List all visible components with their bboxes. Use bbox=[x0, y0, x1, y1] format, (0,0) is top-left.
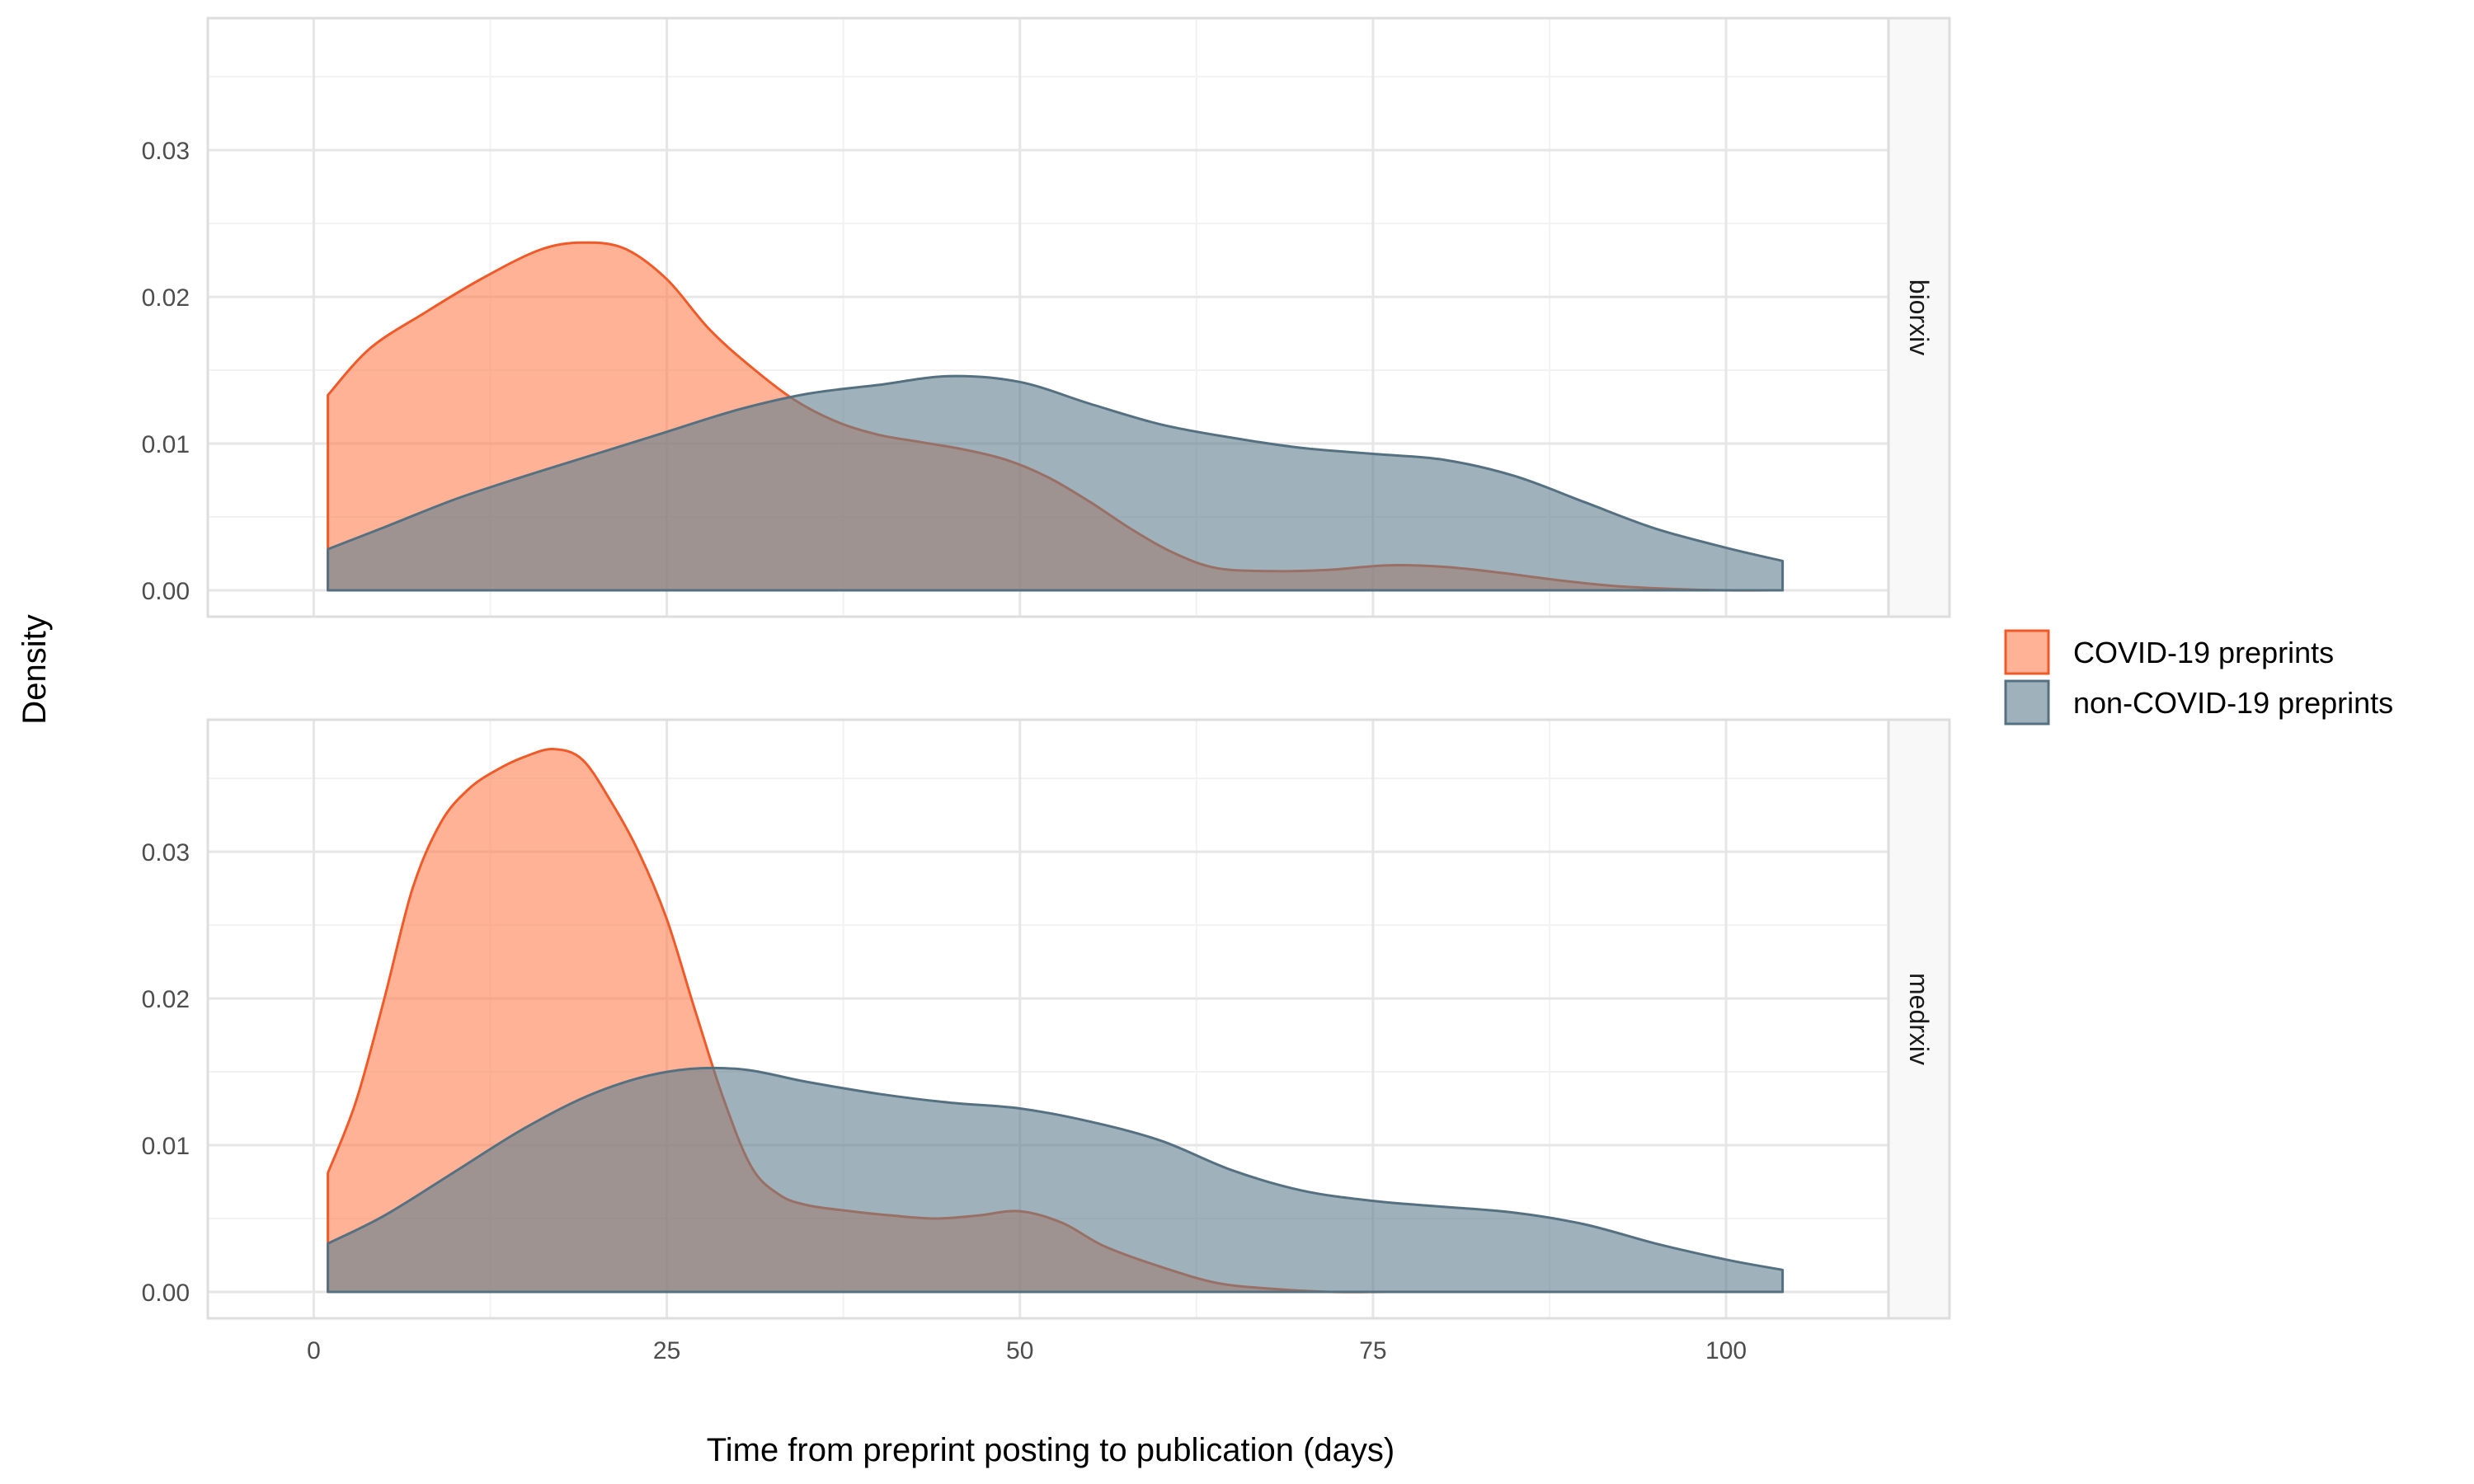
y-tick-label: 0.00 bbox=[142, 1280, 190, 1307]
legend-key-covid bbox=[2004, 629, 2050, 675]
facet-strip bbox=[1887, 16, 1951, 618]
legend-label-noncovid: non-COVID-19 preprints bbox=[2073, 686, 2393, 720]
y-tick-label: 0.03 bbox=[142, 839, 190, 866]
legend-label-covid: COVID-19 preprints bbox=[2073, 636, 2334, 669]
x-tick-label: 100 bbox=[1705, 1337, 1747, 1364]
x-tick-label: 50 bbox=[1006, 1337, 1033, 1364]
y-tick-label: 0.03 bbox=[142, 138, 190, 165]
y-tick-label: 0.01 bbox=[142, 431, 190, 458]
y-axis-title: Density bbox=[16, 614, 53, 724]
facet-panel-biorxiv: 0.00 0.01 0.02 0.03 biorxiv bbox=[142, 16, 1951, 618]
x-axis-ticks: 0 25 50 75 100 bbox=[307, 1337, 1747, 1364]
facet-strip-label: medrxiv bbox=[1904, 973, 1934, 1065]
facet-panels: 0.00 0.01 0.02 0.03 biorxiv 0.00 0.01 0.02 0.03 m… bbox=[142, 16, 1951, 1364]
x-axis-title: Time from preprint posting to publicatio… bbox=[707, 1432, 1395, 1468]
x-tick-label: 25 bbox=[653, 1337, 680, 1364]
facet-strip bbox=[1887, 718, 1951, 1320]
y-tick-label: 0.00 bbox=[142, 578, 190, 605]
y-tick-label: 0.01 bbox=[142, 1133, 190, 1160]
density-area-noncovid bbox=[327, 1066, 1785, 1294]
x-tick-label: 0 bbox=[307, 1337, 321, 1364]
legend: COVID-19 preprints non-COVID-19 preprints bbox=[2004, 629, 2393, 726]
x-tick-label: 75 bbox=[1359, 1337, 1386, 1364]
facet-panel-medrxiv: 0.00 0.01 0.02 0.03 medrxiv bbox=[142, 718, 1951, 1320]
facet-strip-label: biorxiv bbox=[1904, 279, 1934, 355]
legend-key-noncovid bbox=[2004, 679, 2050, 726]
y-tick-label: 0.02 bbox=[142, 986, 190, 1013]
density-area-noncovid bbox=[327, 374, 1785, 592]
y-tick-label: 0.02 bbox=[142, 284, 190, 312]
